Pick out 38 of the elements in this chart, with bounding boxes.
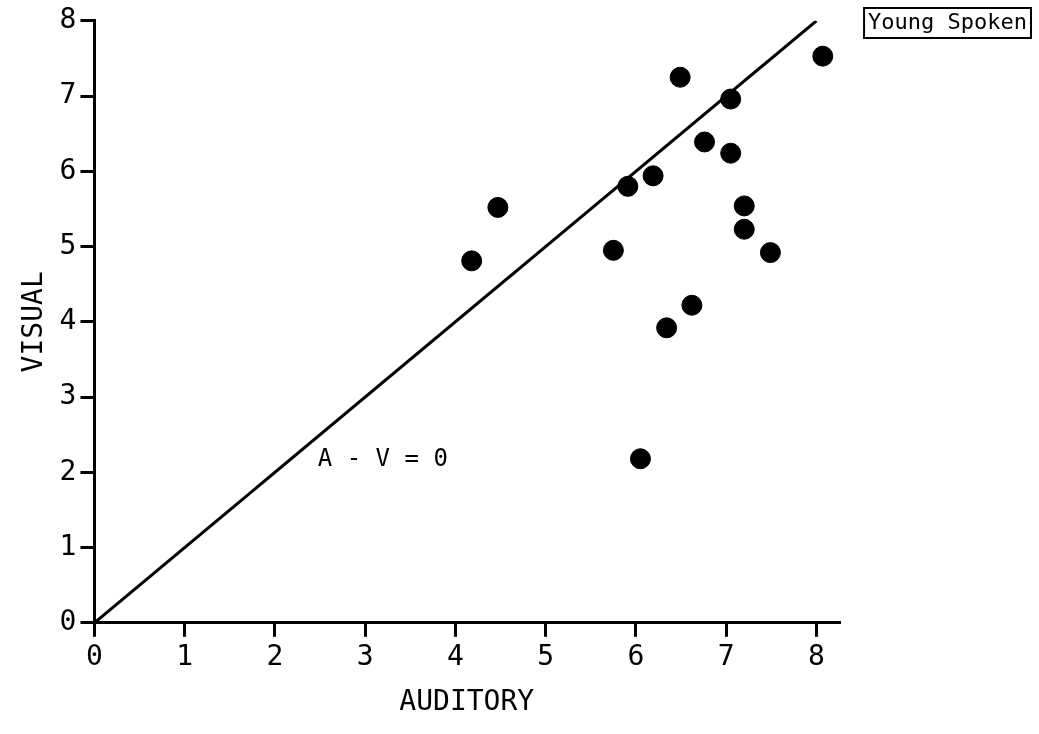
point xyxy=(642,165,664,187)
x-tick-label: 4 xyxy=(447,638,464,672)
x-axis-title: AUDITORY xyxy=(399,684,535,718)
point xyxy=(629,448,651,470)
point xyxy=(720,88,742,110)
point xyxy=(759,242,781,264)
y-tick-label: 4 xyxy=(59,303,77,337)
y-tick-label: 2 xyxy=(59,453,77,487)
x-tick-label: 3 xyxy=(356,638,374,672)
point xyxy=(487,196,509,218)
text: Young Spoken xyxy=(868,8,1028,34)
y-tick-label: 1 xyxy=(59,528,77,562)
y-tick-label: 8 xyxy=(59,2,77,36)
point xyxy=(602,239,624,261)
x-tick-label: 1 xyxy=(176,638,194,672)
point xyxy=(681,294,703,316)
point xyxy=(694,131,716,153)
point xyxy=(720,142,742,164)
point xyxy=(733,218,755,240)
y-tick-label: 0 xyxy=(59,604,77,638)
x-tick-label: 5 xyxy=(537,638,555,672)
point xyxy=(669,66,691,88)
point xyxy=(812,45,834,67)
point xyxy=(617,175,639,197)
x-tick-label: 2 xyxy=(266,638,284,672)
x-tick-label: 6 xyxy=(627,638,645,672)
point xyxy=(461,250,483,272)
x-tick-label: 0 xyxy=(86,638,103,672)
y-tick-label: 7 xyxy=(59,77,77,111)
y-tick-label: 3 xyxy=(59,378,77,412)
y-tick-label: 5 xyxy=(59,227,77,261)
x-tick-label: 7 xyxy=(717,638,735,672)
point xyxy=(656,317,678,339)
x-tick-label: 8 xyxy=(808,638,825,672)
y-axis-title: VISUAL xyxy=(16,271,50,373)
y-tick-label: 6 xyxy=(59,152,77,186)
point xyxy=(733,195,755,217)
annotation: A - V = 0 xyxy=(317,444,448,473)
